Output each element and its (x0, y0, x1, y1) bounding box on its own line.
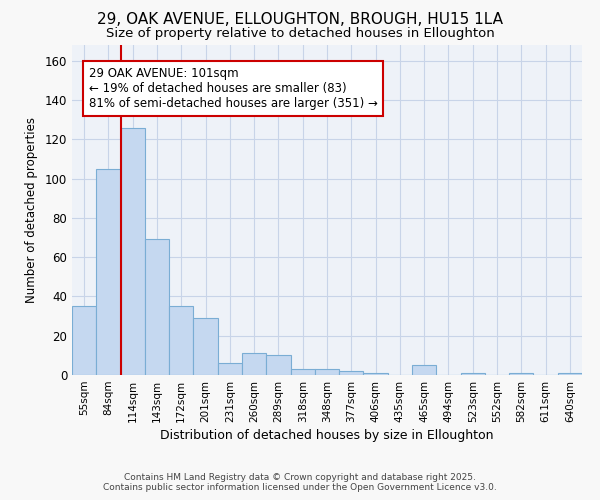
X-axis label: Distribution of detached houses by size in Elloughton: Distribution of detached houses by size … (160, 429, 494, 442)
Bar (145, 240, 169, 375)
Bar (509, 373, 533, 375)
Bar (461, 373, 485, 375)
Text: Contains HM Land Registry data © Crown copyright and database right 2025.
Contai: Contains HM Land Registry data © Crown c… (103, 473, 497, 492)
Bar (72, 306, 96, 375)
Bar (290, 369, 315, 375)
Bar (121, 128, 145, 375)
Text: 29 OAK AVENUE: 101sqm
← 19% of detached houses are smaller (83)
81% of semi-deta: 29 OAK AVENUE: 101sqm ← 19% of detached … (89, 66, 377, 110)
Bar (242, 354, 266, 375)
Bar (218, 363, 242, 375)
Bar (266, 356, 290, 375)
Bar (339, 371, 364, 375)
Text: Size of property relative to detached houses in Elloughton: Size of property relative to detached ho… (106, 28, 494, 40)
Y-axis label: Number of detached properties: Number of detached properties (25, 117, 38, 303)
Bar (558, 373, 582, 375)
Bar (364, 373, 388, 375)
Bar (193, 318, 218, 375)
Bar (412, 365, 436, 375)
Bar (96, 169, 121, 375)
Text: 29, OAK AVENUE, ELLOUGHTON, BROUGH, HU15 1LA: 29, OAK AVENUE, ELLOUGHTON, BROUGH, HU15… (97, 12, 503, 28)
Bar (169, 306, 193, 375)
Bar (315, 369, 339, 375)
